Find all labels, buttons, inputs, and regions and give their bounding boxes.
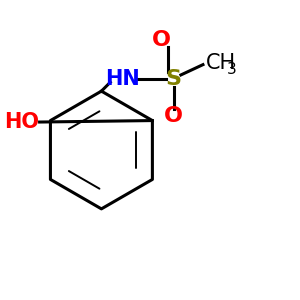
Text: 3: 3 <box>226 61 236 76</box>
Text: O: O <box>164 106 183 126</box>
Text: S: S <box>166 69 182 89</box>
Text: CH: CH <box>206 53 236 73</box>
Text: O: O <box>152 30 171 50</box>
Text: HN: HN <box>105 69 140 89</box>
Text: HO: HO <box>4 112 39 132</box>
